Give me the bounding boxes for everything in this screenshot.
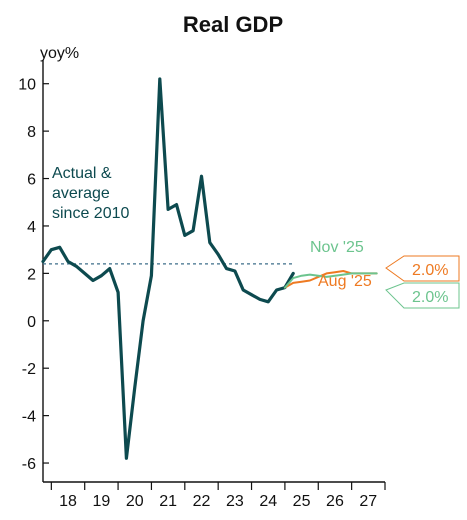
actual-label-line-2: average (52, 185, 110, 202)
nov-25-line (283, 272, 378, 289)
x-tick-label: 25 (293, 493, 311, 510)
x-tick-label: 27 (359, 493, 377, 510)
x-tick-label: 18 (59, 493, 77, 510)
y-axis-label: yoy% (40, 45, 79, 62)
aug-25-end-tag (385, 255, 460, 282)
y-axis: 10 8 6 4 2 0 -2 -4 -6 (18, 60, 49, 482)
y-tick-label: 0 (27, 314, 36, 331)
y-tick-label: -4 (22, 409, 36, 426)
y-tick-label: -6 (22, 456, 36, 473)
actual-line (41, 77, 295, 460)
nov-25-end-tag (385, 282, 460, 309)
y-tick-label: 2 (27, 266, 36, 283)
y-tick-label: 8 (27, 124, 36, 141)
actual-average-label: Actual & average since 2010 (52, 165, 129, 222)
chart-title: Real GDP (183, 12, 283, 37)
y-tick-label: 6 (27, 172, 36, 189)
x-tick-label: 26 (326, 493, 344, 510)
x-tick-label: 19 (92, 493, 110, 510)
y-tick-label: 10 (18, 77, 36, 94)
x-tick-label: 21 (159, 493, 177, 510)
aug-25-end-value: 2.0% (412, 262, 448, 279)
nov-25-end-value: 2.0% (412, 289, 448, 306)
aug-25-label: Aug '25 (318, 273, 372, 290)
x-tick-label: 22 (193, 493, 211, 510)
y-tick-label: 4 (27, 219, 36, 236)
nov-25-label: Nov '25 (310, 239, 364, 256)
x-tick-label: 23 (226, 493, 244, 510)
actual-label-line-1: Actual & (52, 165, 112, 182)
x-tick-label: 24 (259, 493, 277, 510)
x-tick-label: 20 (126, 493, 144, 510)
actual-label-line-3: since 2010 (52, 205, 129, 222)
x-axis: 18 19 20 21 22 23 24 25 26 27 (43, 481, 386, 510)
y-tick-label: -2 (22, 361, 36, 378)
